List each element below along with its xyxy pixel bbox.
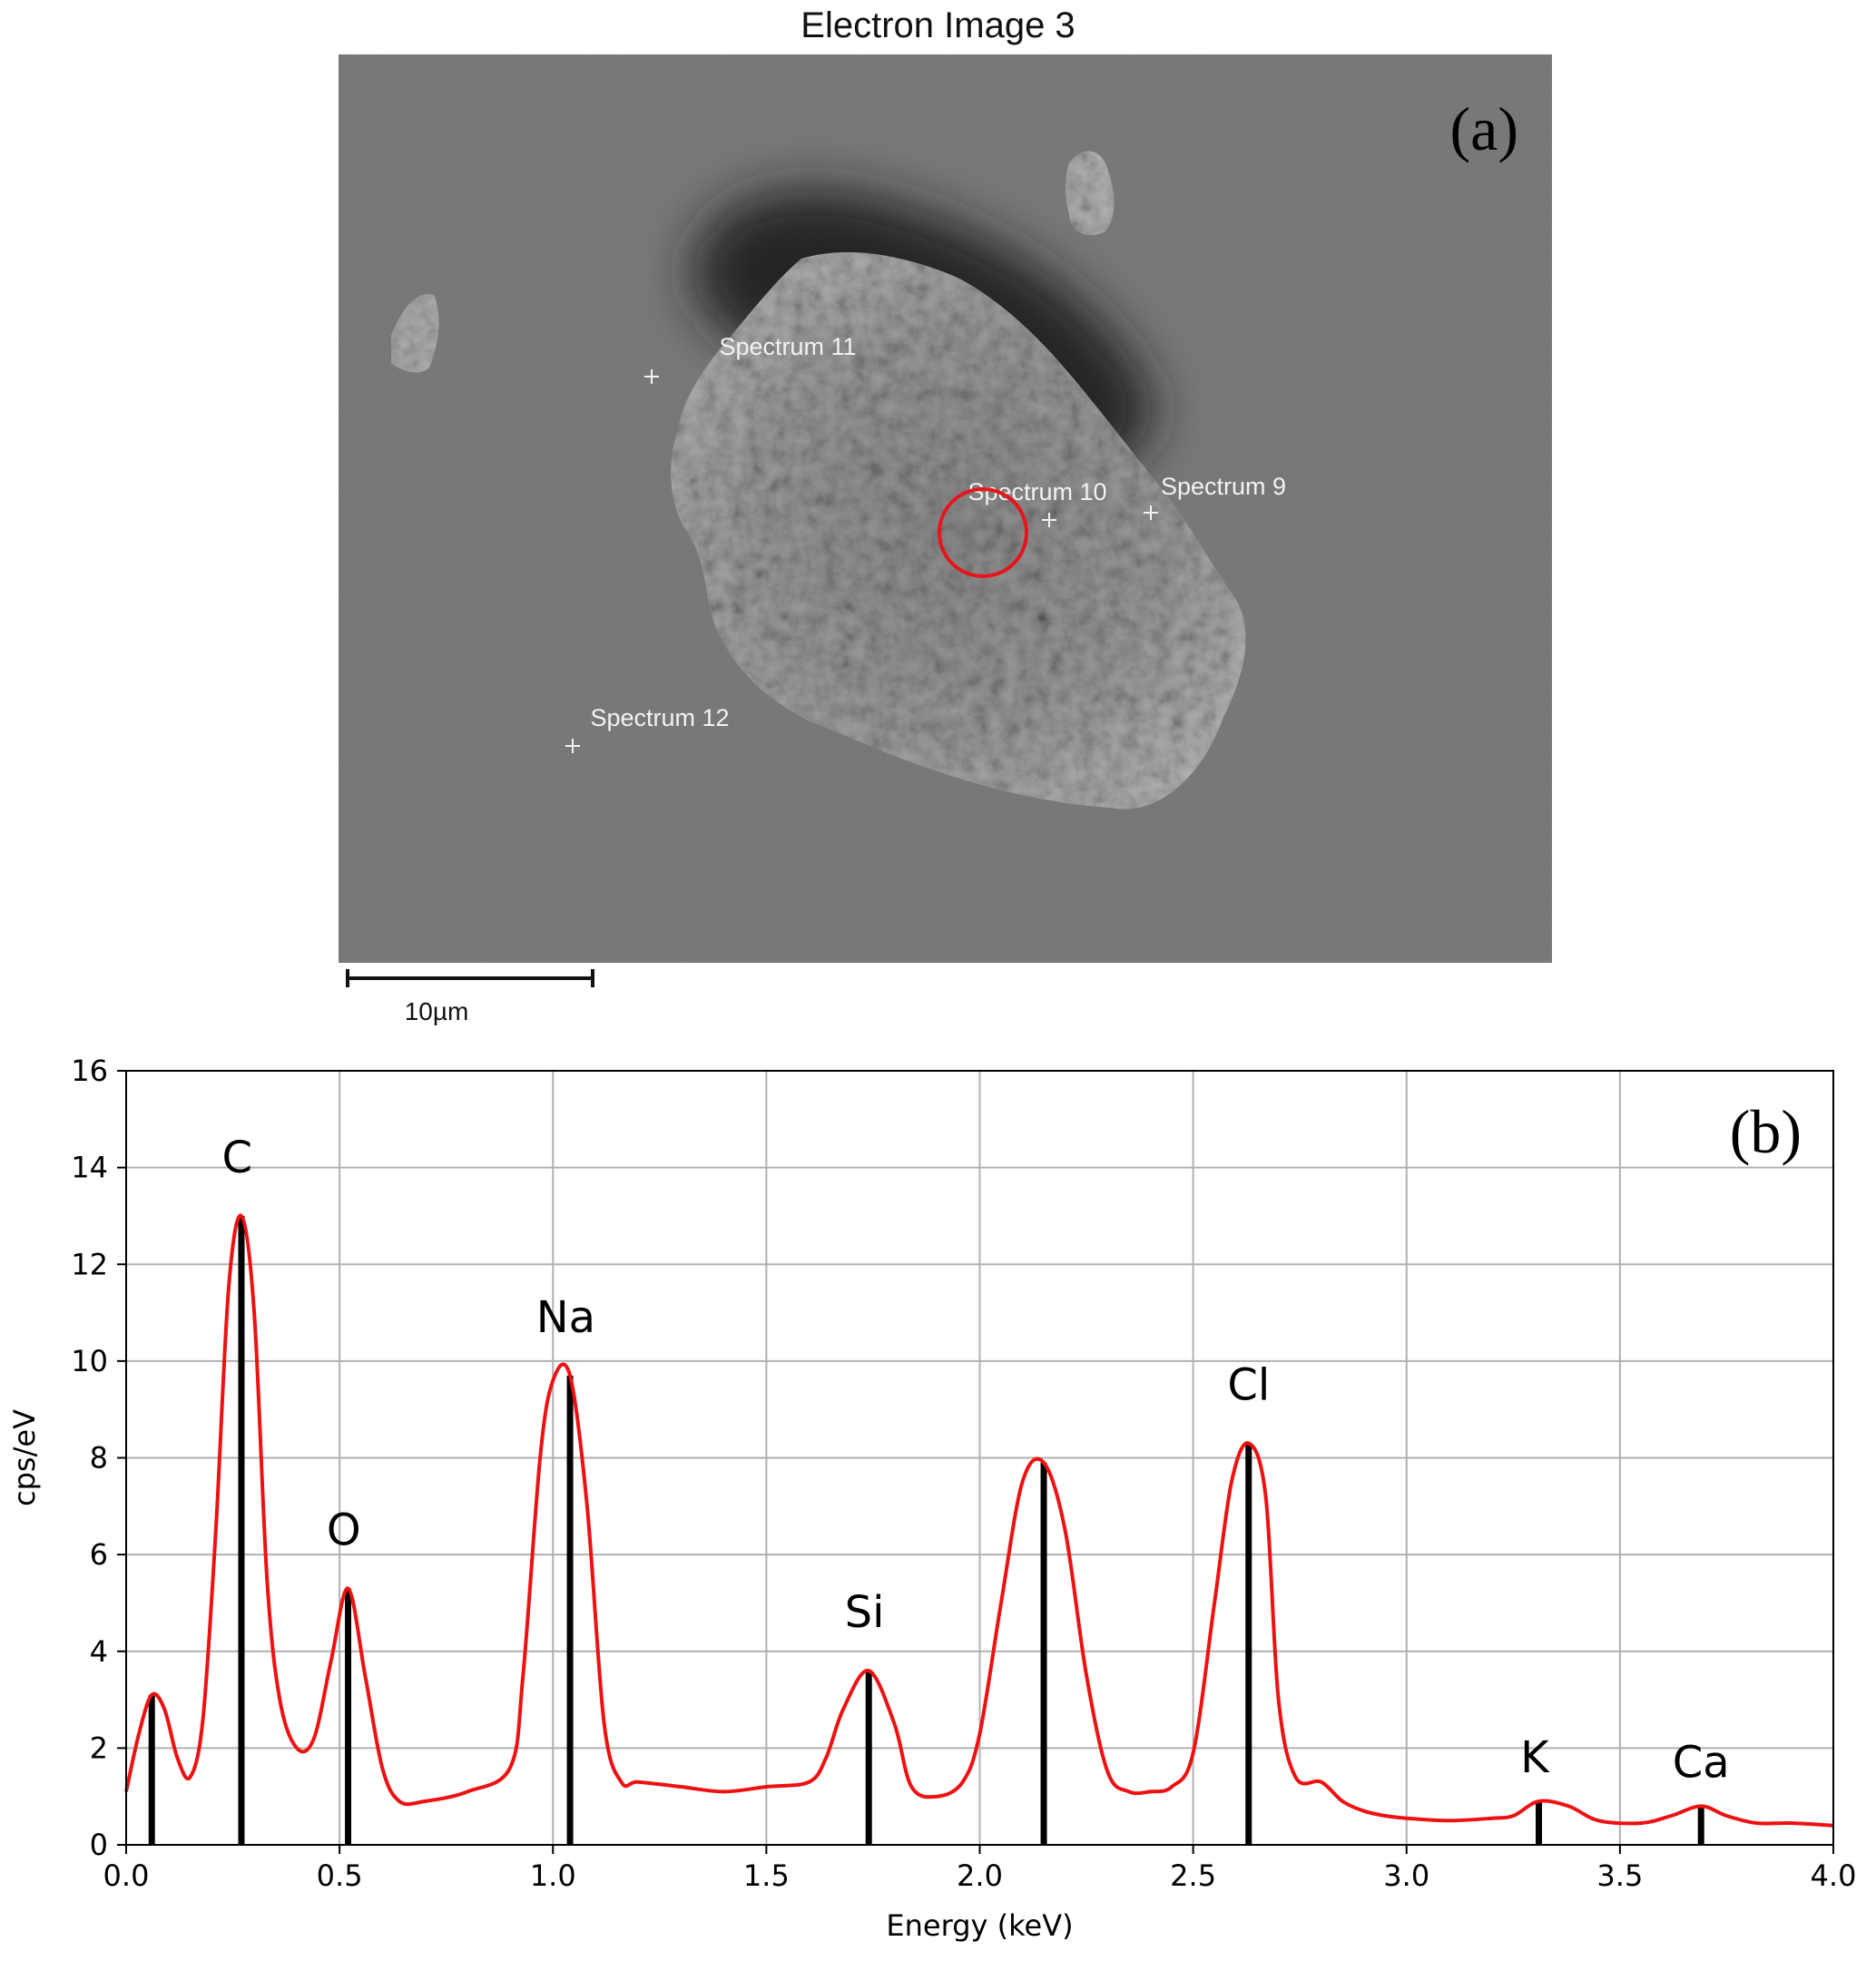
y-tick-label: 12 bbox=[71, 1247, 108, 1281]
peak-labels: C O Na Si Cl K Ca bbox=[222, 1132, 1730, 1788]
x-tick-label: 3.0 bbox=[1383, 1858, 1429, 1893]
x-axis-label: Energy (keV) bbox=[886, 1908, 1073, 1943]
y-tick-label: 10 bbox=[71, 1344, 108, 1378]
spectrum-12-marker: Spectrum 12 bbox=[565, 704, 730, 753]
scale-bar: 10µm bbox=[339, 962, 702, 1034]
spectrum-10-marker: Spectrum 10 bbox=[967, 478, 1107, 527]
spectrum-9-marker: Spectrum 9 bbox=[1144, 473, 1286, 520]
peak-label: Na bbox=[536, 1292, 595, 1343]
peak-markers bbox=[148, 1215, 1704, 1845]
peak-label: C bbox=[222, 1132, 253, 1183]
sem-image: Spectrum 11 Spectrum 10 Spectrum 9 Spect… bbox=[339, 54, 1552, 963]
spectrum-plot: 0.0 0.5 1.0 1.5 2.0 2.5 3.0 3.5 4.0 0 2 4 6 8 10 12 14 16… bbox=[7, 1054, 1856, 1943]
y-tick-label: 14 bbox=[71, 1151, 108, 1185]
y-axis-label: cps/eV bbox=[7, 1409, 42, 1506]
x-tick-label: 4.0 bbox=[1811, 1858, 1857, 1893]
peak-label: Ca bbox=[1673, 1737, 1730, 1788]
spectrum-12-label: Spectrum 12 bbox=[590, 704, 729, 731]
sem-image-panel: Spectrum 11 Spectrum 10 Spectrum 9 Spect… bbox=[339, 54, 1552, 963]
y-tick-label: 4 bbox=[90, 1634, 108, 1669]
x-tick-label: 2.0 bbox=[957, 1858, 1003, 1893]
x-tick-label: 0.0 bbox=[103, 1858, 150, 1893]
spectrum-11-label: Spectrum 11 bbox=[719, 333, 856, 360]
scale-bar-label: 10µm bbox=[405, 997, 469, 1025]
y-tick-label: 8 bbox=[90, 1441, 108, 1476]
x-tick-label: 2.5 bbox=[1170, 1858, 1216, 1893]
y-tick-label: 6 bbox=[90, 1537, 108, 1572]
particle bbox=[671, 251, 1246, 809]
x-tick-label: 1.5 bbox=[743, 1858, 790, 1893]
x-tick-label: 1.0 bbox=[530, 1858, 576, 1893]
small-particle-2 bbox=[391, 294, 439, 373]
x-tick-label: 3.5 bbox=[1596, 1858, 1643, 1893]
spectrum-9-label: Spectrum 9 bbox=[1161, 473, 1286, 500]
panel-label-b: (b) bbox=[1730, 1097, 1802, 1166]
small-particle-1 bbox=[1066, 151, 1115, 235]
spectrum-series bbox=[124, 1213, 1834, 1828]
y-tick-label: 2 bbox=[90, 1731, 108, 1765]
x-tick-label: 0.5 bbox=[317, 1858, 363, 1893]
spectrum-chart: 0.0 0.5 1.0 1.5 2.0 2.5 3.0 3.5 4.0 0 2 4 6 8 10 12 14 16… bbox=[0, 1034, 1876, 1961]
y-tick-label: 16 bbox=[71, 1054, 108, 1088]
spectrum-line bbox=[124, 1213, 1834, 1828]
axis-ticks: 0.0 0.5 1.0 1.5 2.0 2.5 3.0 3.5 4.0 0 2 4 6 8 10 12 14 16 bbox=[71, 1054, 1856, 1893]
peak-label: O bbox=[327, 1505, 361, 1555]
spectrum-11-marker: Spectrum 11 bbox=[644, 333, 857, 384]
peak-label: K bbox=[1520, 1732, 1550, 1783]
y-tick-label: 0 bbox=[90, 1828, 108, 1862]
peak-label: Si bbox=[845, 1587, 885, 1638]
spectrum-10-label: Spectrum 10 bbox=[967, 478, 1106, 505]
highlight-circle bbox=[938, 487, 1028, 578]
sem-image-title: Electron Image 3 bbox=[800, 5, 1076, 45]
panel-label-a: (a) bbox=[1450, 94, 1518, 163]
peak-label: Cl bbox=[1227, 1360, 1270, 1411]
